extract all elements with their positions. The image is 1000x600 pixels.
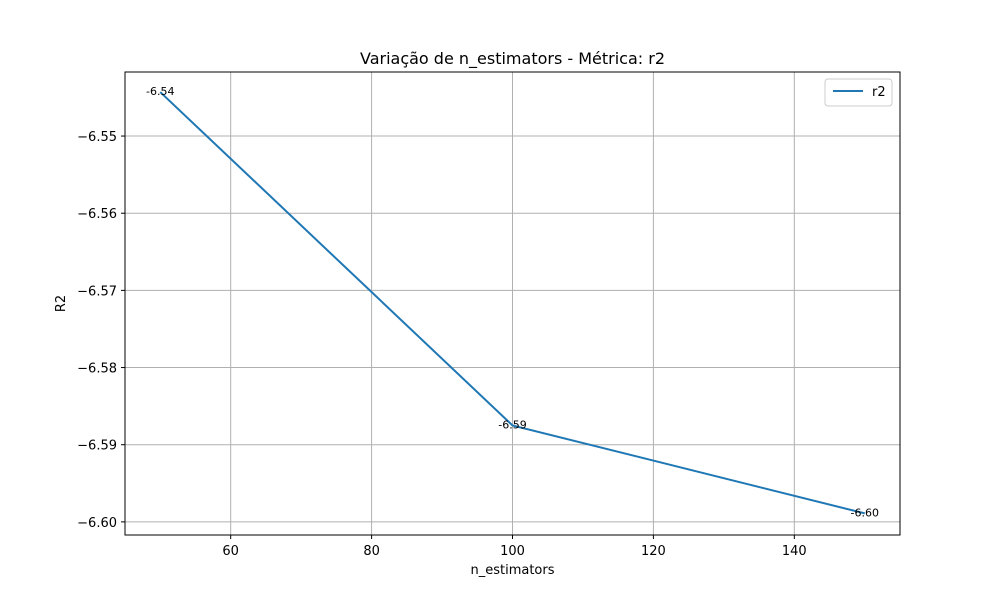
y-tick-label: −6.58 [77, 362, 117, 377]
y-axis: −6.55 −6.56 −6.57 −6.58 −6.59 −6.60 [77, 130, 125, 531]
series-layer [159, 91, 866, 515]
legend-box [824, 78, 893, 107]
series-line-r2 [159, 91, 866, 515]
y-tick-label: −6.57 [77, 284, 117, 299]
y-tick-label: −6.56 [77, 207, 117, 222]
chart-title: Variação de n_estimators - Métrica: r2 [360, 49, 665, 69]
grid [125, 72, 900, 535]
legend-label: r2 [872, 85, 886, 100]
data-label: -6.54 [146, 85, 174, 98]
y-tick-label: −6.59 [77, 439, 117, 454]
x-axis: 60 80 100 120 140 [222, 535, 807, 559]
data-label: -6.60 [851, 506, 879, 519]
x-tick-label: 100 [500, 544, 525, 559]
y-axis-title: R2 [54, 295, 69, 312]
x-tick-label: 140 [782, 544, 807, 559]
data-label: -6.59 [498, 418, 526, 431]
x-axis-title: n_estimators [470, 563, 554, 578]
y-tick-label: −6.60 [77, 516, 117, 531]
x-tick-label: 120 [641, 544, 666, 559]
legend: r2 [824, 78, 893, 107]
x-tick-label: 80 [363, 544, 380, 559]
data-label-layer: -6.54 -6.59 -6.60 [146, 85, 879, 519]
y-tick-label: −6.55 [77, 130, 117, 145]
x-tick-label: 60 [222, 544, 239, 559]
